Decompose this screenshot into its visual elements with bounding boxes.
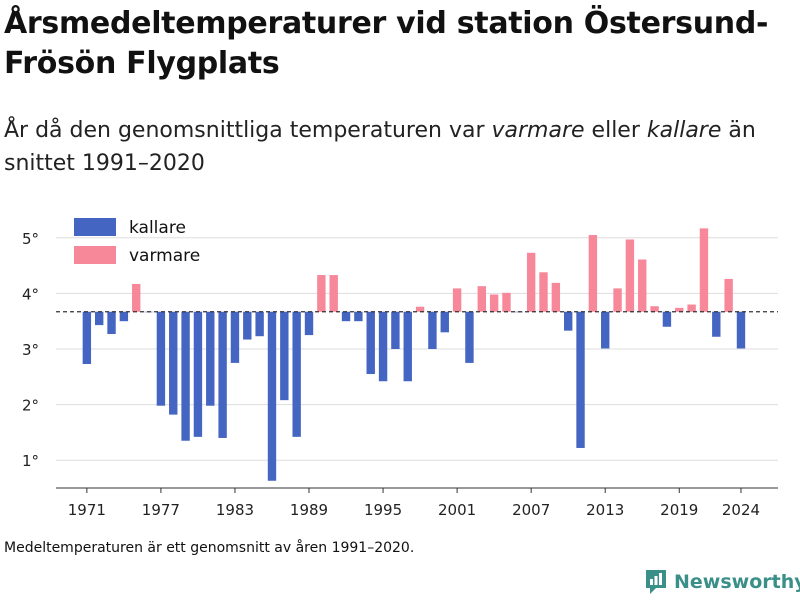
y-tick-label: 3° — [22, 341, 39, 359]
bar-kallare — [206, 311, 215, 406]
x-tick-label: 2019 — [660, 501, 698, 519]
bar-kallare — [230, 311, 240, 363]
bar-kallare — [576, 311, 585, 448]
legend-swatch-varmare — [74, 246, 116, 264]
bar-kallare — [107, 311, 116, 334]
bar-kallare — [601, 311, 610, 349]
bar-kallare — [465, 311, 474, 363]
bar-kallare — [255, 311, 264, 337]
bar-varmare — [539, 272, 548, 312]
bar-kallare — [218, 311, 227, 438]
bar-kallare — [712, 311, 721, 337]
bar-kallare — [292, 311, 301, 437]
bar-kallare — [169, 311, 178, 415]
chart-title: Årsmedeltemperaturer vid station Östersu… — [4, 6, 769, 81]
bar-varmare — [526, 252, 536, 312]
bar-kallare — [403, 311, 412, 382]
x-tick-label: 1995 — [364, 501, 402, 519]
subtitle-text-2: eller — [584, 118, 647, 143]
bar-varmare — [613, 288, 622, 312]
y-tick-label: 4° — [22, 285, 39, 303]
bar-kallare — [378, 311, 388, 382]
bar-kallare — [156, 311, 166, 406]
x-tick-label: 2007 — [512, 501, 550, 519]
bar-varmare — [489, 294, 499, 312]
y-tick-label: 5° — [22, 230, 39, 248]
bar-varmare — [415, 306, 425, 312]
x-tick-label: 2001 — [438, 501, 476, 519]
bar-kallare — [267, 311, 277, 481]
x-tick-label: 1989 — [290, 501, 328, 519]
temperature-bar-chart: 1° 2° 3° 4° 5° 1971 1977 1983 1989 1995 2001 2007 20… — [22, 218, 778, 519]
footnote: Medeltemperaturen är ett genomsnitt av å… — [4, 540, 415, 556]
bar-kallare — [354, 311, 363, 322]
bar-varmare — [502, 292, 511, 312]
bar-kallare — [341, 311, 351, 322]
x-tick-label: 1977 — [142, 501, 180, 519]
x-tick-label: 1983 — [216, 501, 254, 519]
bar-varmare — [625, 239, 635, 312]
bar-kallare — [428, 311, 437, 349]
bar-varmare — [588, 235, 598, 312]
chart-subtitle: År då den genomsnittliga temperaturen va… — [4, 114, 784, 180]
bar-kallare — [366, 311, 375, 375]
legend-label-varmare: varmare — [129, 246, 200, 266]
bar-varmare — [317, 275, 326, 312]
subtitle-text-1: År då den genomsnittliga temperaturen va… — [4, 118, 492, 143]
bar-varmare — [132, 283, 141, 312]
subtitle-emphasis-colder: kallare — [646, 118, 722, 143]
bar-kallare — [119, 311, 129, 322]
brand-name: Newsworthy — [674, 571, 800, 593]
bar-kallare — [662, 311, 672, 327]
bar-varmare — [551, 282, 561, 312]
legend-swatch-kallare — [74, 218, 116, 236]
bar-varmare — [724, 278, 733, 312]
subtitle-emphasis-warmer: varmare — [491, 118, 585, 143]
bar-kallare — [243, 311, 252, 340]
bar-kallare — [736, 311, 746, 349]
bar-kallare — [95, 311, 104, 326]
subtitle-text-3: än snittet 1991–2020 — [4, 118, 756, 176]
bar-varmare — [638, 259, 647, 312]
x-tick-label: 2013 — [586, 501, 624, 519]
legend-label-kallare: kallare — [129, 218, 186, 238]
bar-varmare — [650, 306, 659, 312]
x-tick-label: 2024 — [722, 501, 760, 519]
bar-kallare — [563, 311, 573, 331]
x-tick-label: 1971 — [68, 501, 106, 519]
bar-varmare — [477, 286, 486, 312]
bar-varmare — [687, 304, 696, 312]
bar-kallare — [391, 311, 400, 349]
y-tick-label: 1° — [22, 452, 39, 470]
bar-kallare — [440, 311, 449, 333]
bar-varmare — [675, 307, 684, 312]
bar-varmare — [329, 275, 338, 312]
bar-kallare — [304, 311, 314, 336]
bar-kallare — [280, 311, 289, 401]
y-tick-label: 2° — [22, 397, 39, 415]
bar-kallare — [193, 311, 203, 437]
newsworthy-logo-icon — [646, 570, 666, 594]
bar-varmare — [452, 288, 462, 312]
bar-varmare — [699, 228, 709, 312]
bar-kallare — [181, 311, 190, 441]
brand-logo: Newsworthy — [644, 568, 800, 596]
bar-kallare — [82, 311, 92, 365]
